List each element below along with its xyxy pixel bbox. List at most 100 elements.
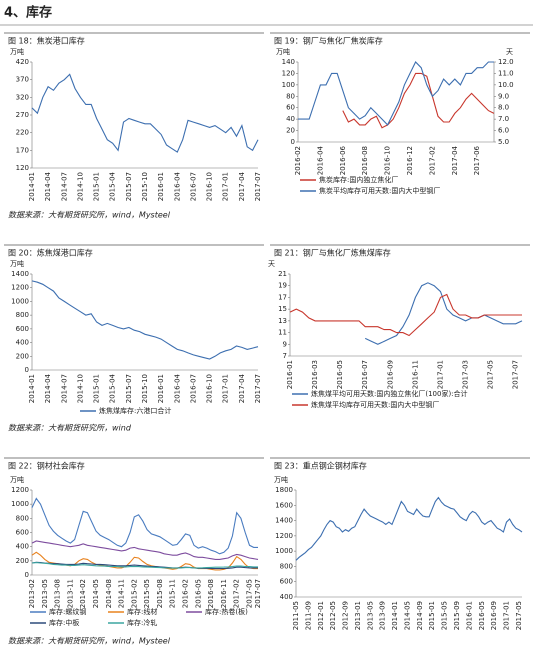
x-tick-label: 2016-04: [316, 145, 324, 175]
x-tick-label: 2016-04: [173, 171, 181, 201]
x-tick-label: 2016-07: [361, 360, 369, 389]
x-tick-label: 2017-05: [487, 360, 495, 389]
x-tick-label: 2012-05: [329, 601, 337, 630]
x-tick-label: 2015-07: [125, 374, 133, 403]
x-tick-label: 2016-05: [478, 601, 486, 630]
data-line: [31, 561, 258, 570]
x-tick-label: 2016-10: [206, 172, 214, 201]
x-tick-label: 2016-03: [311, 360, 319, 389]
y-tick-label: 80: [286, 92, 295, 100]
chart-title: 图 21：钢厂与焦化厂炼焦煤库存: [274, 248, 391, 258]
x-tick-label: 2016-01: [286, 360, 294, 389]
x-tick-label: 2017-07: [512, 360, 520, 389]
y2-tick-label: 8.0: [498, 104, 509, 112]
x-tick-label: 2014-07: [60, 374, 68, 403]
y-tick-label: 11: [278, 329, 287, 337]
y-tick-label: 7: [283, 352, 287, 360]
x-tick-label: 2017-01: [503, 601, 511, 630]
y2-tick-label: 9.0: [498, 92, 509, 100]
y-tick-label: 600: [16, 325, 29, 333]
x-tick-label: 2016-08: [207, 579, 215, 608]
x-tick-label: 2017-05: [515, 601, 523, 630]
y-tick-label: 370: [16, 76, 29, 84]
chart-title: 图 18：焦炭港口库存: [8, 36, 85, 46]
y-tick-label: 21: [278, 270, 287, 278]
x-tick-label: 2016-12: [406, 146, 414, 175]
x-tick-label: 2015-02: [130, 579, 138, 608]
x-tick-label: 2015-08: [156, 579, 164, 608]
x-tick-label: 2017-02: [428, 146, 436, 175]
x-tick-label: 2013-02: [28, 579, 36, 608]
y-tick-label: 40: [286, 115, 295, 123]
y-tick-label: 200: [16, 352, 29, 360]
data-line: [295, 496, 523, 561]
x-tick-label: 2017-03: [462, 360, 470, 389]
x-tick-label: 2017-06: [473, 145, 481, 175]
y2-tick-label: 10.0: [498, 81, 514, 89]
x-tick-label: 2017-04: [238, 373, 246, 403]
y-tick-label: 1400: [11, 270, 29, 278]
x-tick-label: 2014-01: [28, 172, 36, 201]
y2-tick-label: 11.0: [498, 69, 514, 77]
y2-tick-label: 5.0: [498, 138, 509, 146]
x-tick-label: 2016-01: [157, 374, 165, 403]
y-tick-label: 120: [16, 164, 29, 172]
legend-label: 炼焦煤平均库存可用天数:国内大中型钢厂: [311, 400, 439, 409]
x-tick-label: 2013-01: [354, 601, 362, 630]
x-tick-label: 2012-01: [317, 601, 325, 630]
y-tick-label: 140: [282, 58, 295, 66]
x-tick-label: 2014-11: [118, 579, 126, 608]
y-tick-label: 220: [16, 129, 29, 137]
x-tick-label: 2014-02: [79, 579, 87, 608]
y-tick-label: 400: [16, 339, 29, 347]
y-tick-label: 600: [16, 529, 29, 537]
chart-title: 图 23：重点钢企钢材库存: [274, 461, 367, 471]
chart-title: 图 19：钢厂与焦化厂焦炭库存: [274, 36, 383, 46]
y-tick-label: 1200: [275, 532, 293, 540]
y-tick-label: 19: [278, 282, 287, 290]
x-tick-label: 2014-01: [391, 601, 399, 630]
y2-tick-label: 6.0: [498, 127, 509, 135]
x-tick-label: 2016-08: [361, 146, 369, 175]
x-tick-label: 2016-11: [411, 360, 419, 389]
x-tick-label: 2015-09: [453, 601, 461, 630]
chart-title: 图 22：钢材社会库存: [8, 461, 85, 471]
y-tick-label: 1000: [11, 297, 29, 305]
x-tick-label: 2014-04: [44, 373, 52, 403]
x-tick-label: 2015-04: [109, 373, 117, 403]
y-tick-label: 420: [16, 58, 29, 66]
x-tick-label: 2017-01: [222, 374, 230, 403]
x-tick-label: 2015-10: [141, 172, 149, 201]
legend-label: 库存:冷轧: [127, 618, 157, 627]
x-tick-label: 2014-01: [28, 374, 36, 403]
legend-label: 库存:中板: [49, 618, 79, 627]
x-tick-label: 2014-09: [416, 601, 424, 630]
x-tick-label: 2011-05: [292, 601, 300, 630]
section-title: 4、库存: [4, 5, 52, 21]
source-note: 数据来源：大有期货研究所，wind，Mysteel: [8, 637, 171, 646]
x-tick-label: 2015-01: [93, 172, 101, 201]
x-tick-label: 2015-07: [125, 172, 133, 201]
y-tick-label: 1600: [275, 501, 293, 509]
x-tick-label: 2016-11: [220, 579, 228, 608]
x-tick-label: 2016-06: [339, 145, 347, 175]
x-tick-label: 2016-07: [189, 374, 197, 403]
data-line: [31, 280, 259, 360]
x-tick-label: 2015-05: [143, 579, 151, 608]
x-tick-label: 2016-01: [157, 172, 165, 201]
data-line: [31, 562, 258, 569]
x-tick-label: 2013-05: [41, 579, 49, 608]
y-tick-label: 200: [16, 557, 29, 565]
y-tick-label: 1200: [11, 486, 29, 494]
legend-label: 库存:螺纹钢: [49, 607, 86, 616]
x-tick-label: 2012-09: [342, 601, 350, 630]
x-tick-label: 2011-09: [304, 601, 312, 630]
x-tick-label: 2017-07: [254, 374, 262, 403]
y-axis-unit: 万吨: [10, 475, 24, 484]
legend-label: 库存:热卷(板): [205, 607, 248, 616]
y-tick-label: 400: [16, 543, 29, 551]
y-tick-label: 120: [282, 69, 295, 77]
data-line: [289, 293, 522, 337]
x-tick-label: 2016-01: [465, 601, 473, 630]
y-tick-label: 9: [283, 340, 287, 348]
